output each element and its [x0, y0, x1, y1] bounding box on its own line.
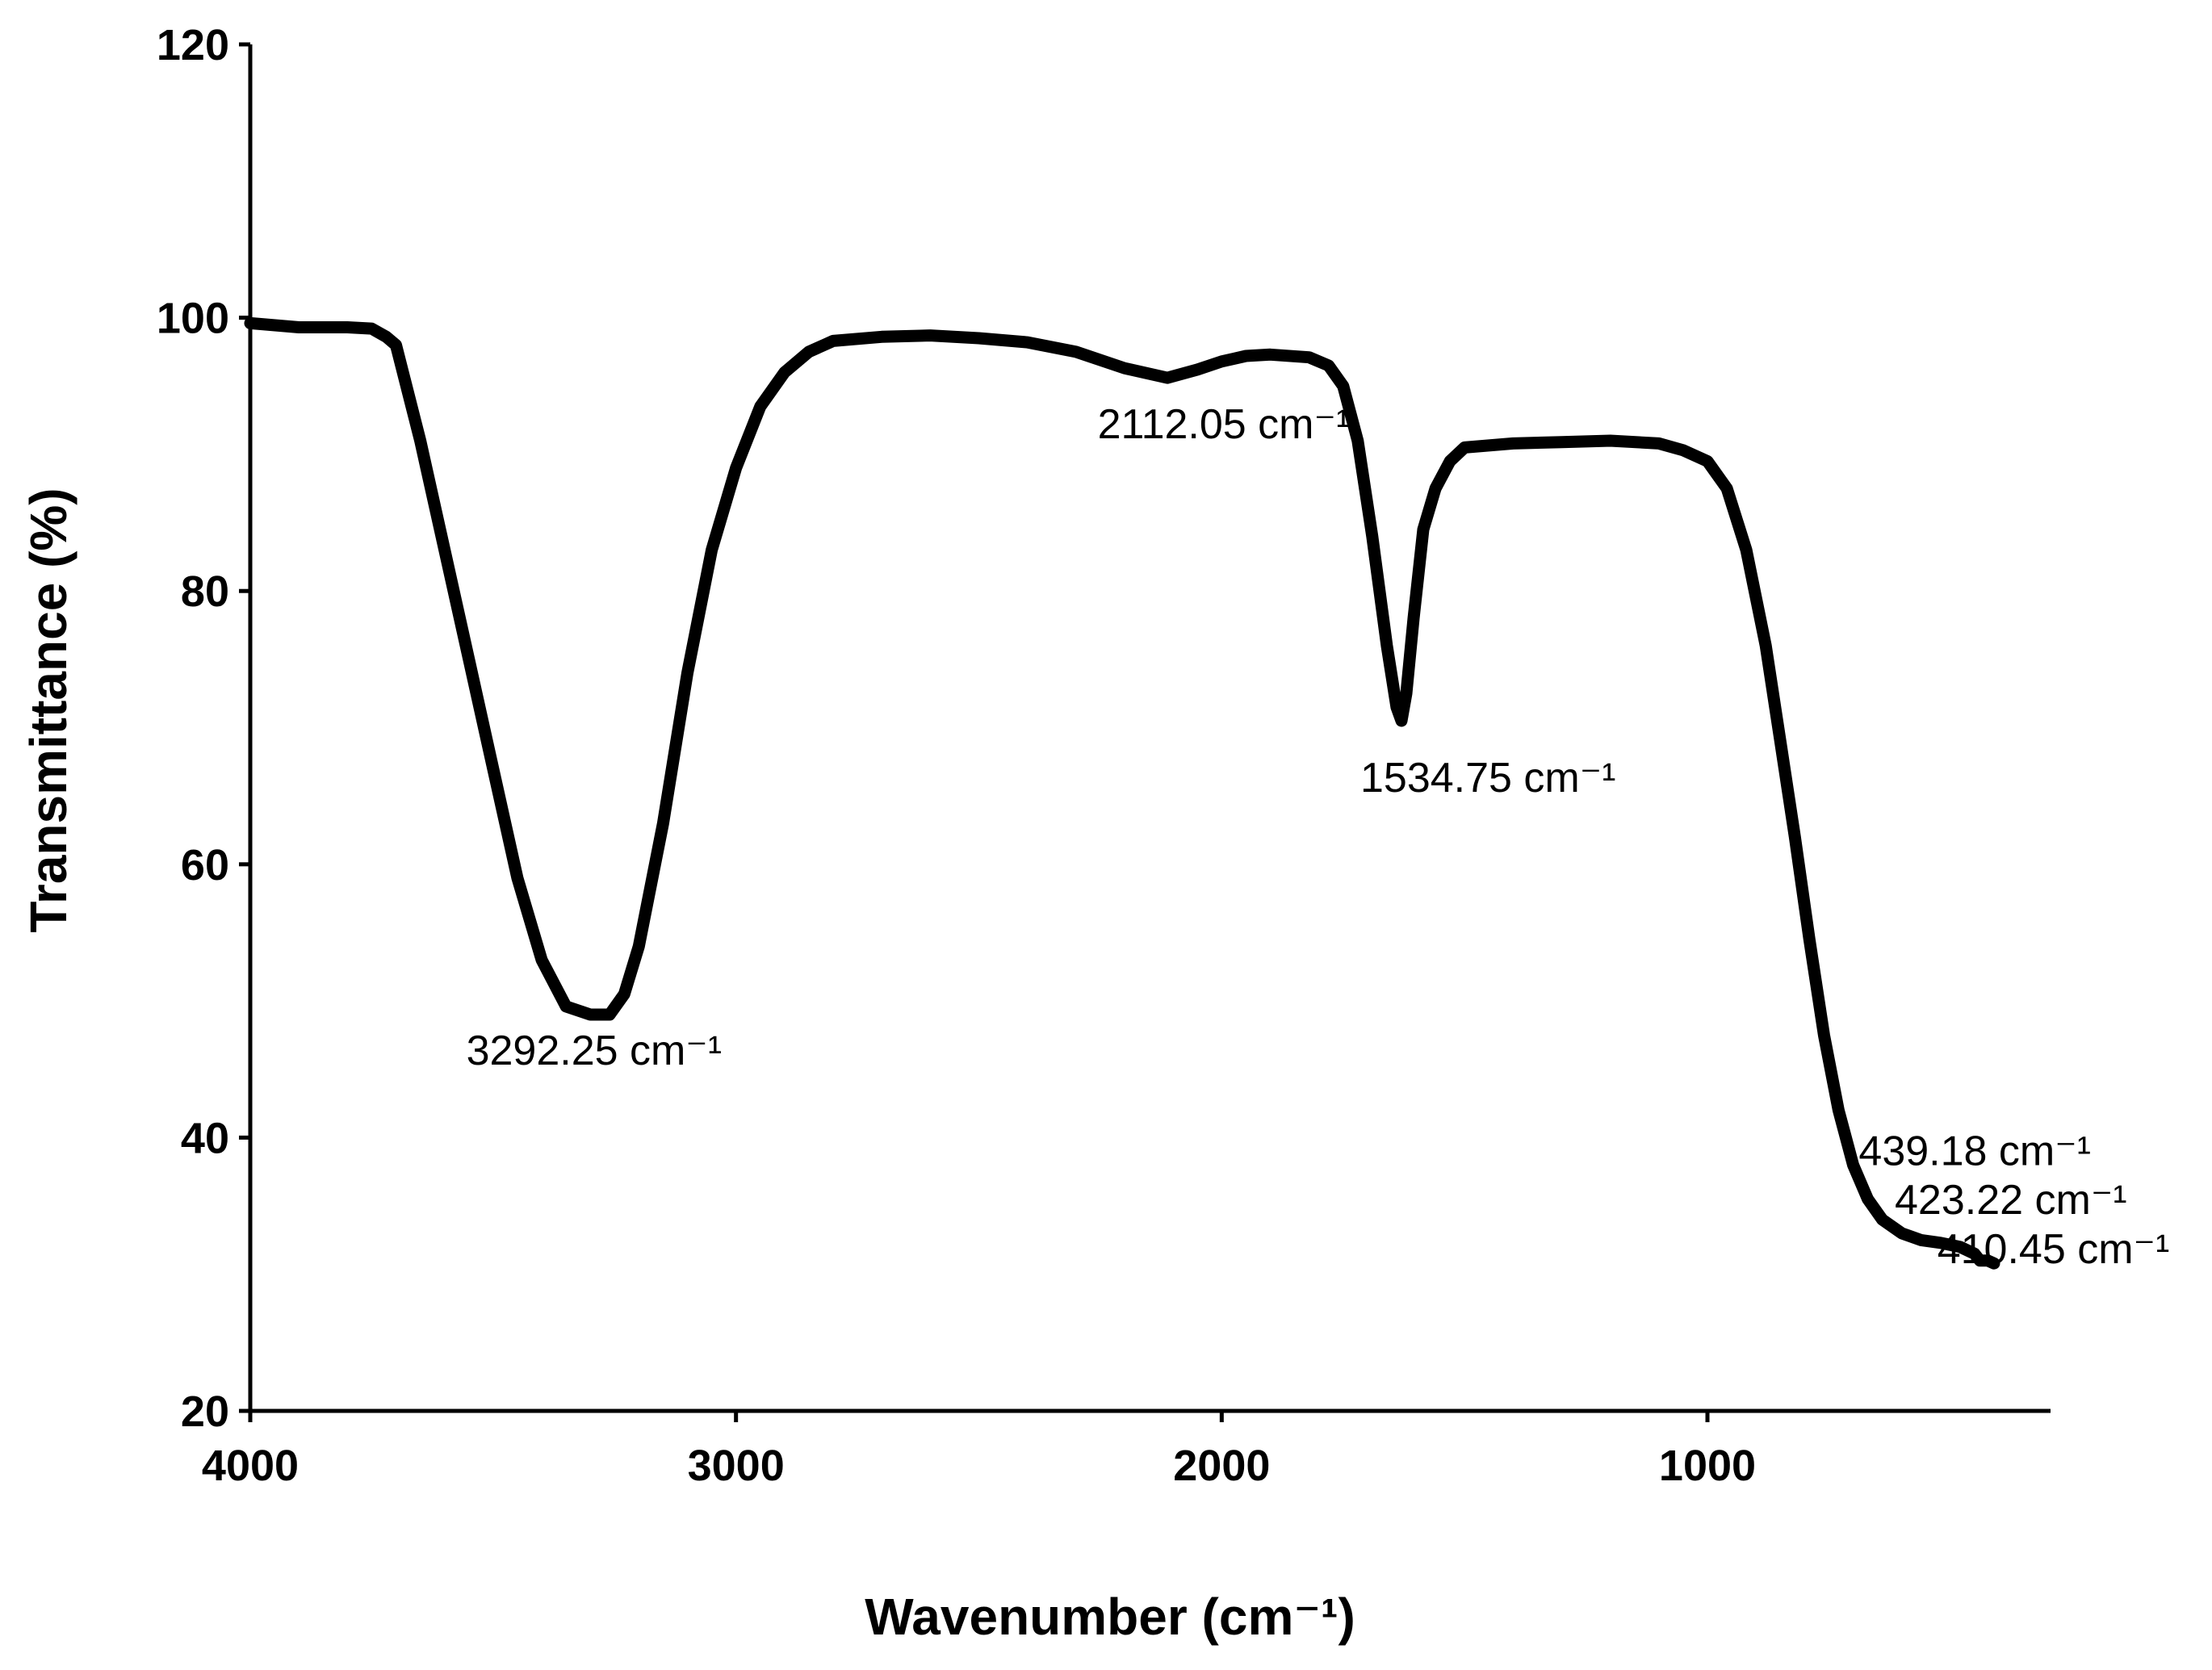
y-tick-label: 60	[181, 841, 229, 889]
series-layer	[244, 316, 2000, 1270]
x-axis-title: Wavenumber (cm⁻¹)	[865, 1588, 1355, 1646]
spectrum-line	[244, 316, 2000, 1270]
ticks: 20 40 60 80 100 120 4000 3000 2000 1000	[157, 21, 1756, 1490]
y-tick-label: 120	[157, 21, 229, 69]
peak-label: 410.45 cm⁻¹	[1938, 1226, 2170, 1273]
peak-label: 423.22 cm⁻¹	[1895, 1177, 2127, 1224]
x-tick-label: 3000	[688, 1442, 785, 1490]
y-tick-label: 20	[181, 1387, 229, 1436]
x-tick-label: 1000	[1659, 1442, 1756, 1490]
peak-label: 2112.05 cm⁻¹	[1098, 401, 1351, 448]
peak-label: 1534.75 cm⁻¹	[1360, 755, 1616, 802]
x-tick-label: 4000	[202, 1442, 299, 1490]
y-tick-label: 100	[157, 295, 229, 343]
y-axis-title: Transmittance (%)	[19, 488, 78, 932]
axes	[248, 44, 2051, 1413]
y-tick-label: 40	[181, 1114, 229, 1162]
x-tick-label: 2000	[1173, 1442, 1270, 1490]
y-tick-label: 80	[181, 567, 229, 616]
peak-label: 439.18 cm⁻¹	[1858, 1128, 2091, 1174]
peak-annotations: 3292.25 cm⁻¹ 2112.05 cm⁻¹ 1534.75 cm⁻¹ 439.…	[467, 401, 2170, 1273]
peak-label: 3292.25 cm⁻¹	[467, 1028, 723, 1074]
